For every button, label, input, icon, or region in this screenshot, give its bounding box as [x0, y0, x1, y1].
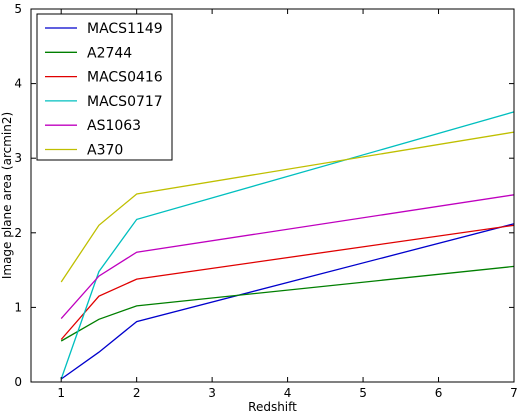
y-tick-label: 1 — [14, 300, 22, 314]
legend-label: A2744 — [87, 45, 132, 61]
x-tick-label: 5 — [359, 386, 367, 400]
legend-label: A370 — [87, 143, 123, 159]
x-tick-label: 1 — [57, 386, 65, 400]
series-line-macs0717 — [60, 111, 515, 380]
series-line-a370 — [60, 131, 515, 283]
y-tick-label: 3 — [14, 151, 22, 165]
y-tick-label: 2 — [14, 226, 22, 240]
x-axis-label: Redshift — [248, 400, 297, 414]
legend-box — [36, 13, 173, 161]
x-tick-label: 7 — [510, 386, 518, 400]
legend-label: MACS0416 — [87, 70, 163, 86]
series-line-macs0416 — [60, 224, 515, 340]
series-line-macs1149 — [60, 223, 515, 380]
x-tick-label: 4 — [284, 386, 292, 400]
y-tick-label: 0 — [14, 375, 22, 389]
series-line-as1063 — [60, 194, 515, 320]
legend: MACS1149 A2744 MACS0416 MACS0717 AS1063 A370 — [36, 13, 173, 161]
legend-label: MACS1149 — [87, 21, 163, 37]
legend-label: MACS0717 — [87, 94, 163, 110]
x-tick-label: 6 — [435, 386, 443, 400]
series-line-a2744 — [60, 265, 515, 342]
legend-label: AS1063 — [87, 118, 141, 134]
x-tick-label: 3 — [208, 386, 216, 400]
ticks-layer: 1 2 3 4 5 6 7 0 1 2 3 4 5 — [14, 2, 517, 400]
y-tick-label: 5 — [14, 2, 22, 16]
y-axis-label: Image plane area (arcmin2) — [0, 112, 14, 279]
y-tick-label: 4 — [14, 77, 22, 91]
plot-frame — [30, 8, 515, 383]
series-layer — [60, 111, 515, 380]
x-tick-label: 2 — [133, 386, 141, 400]
